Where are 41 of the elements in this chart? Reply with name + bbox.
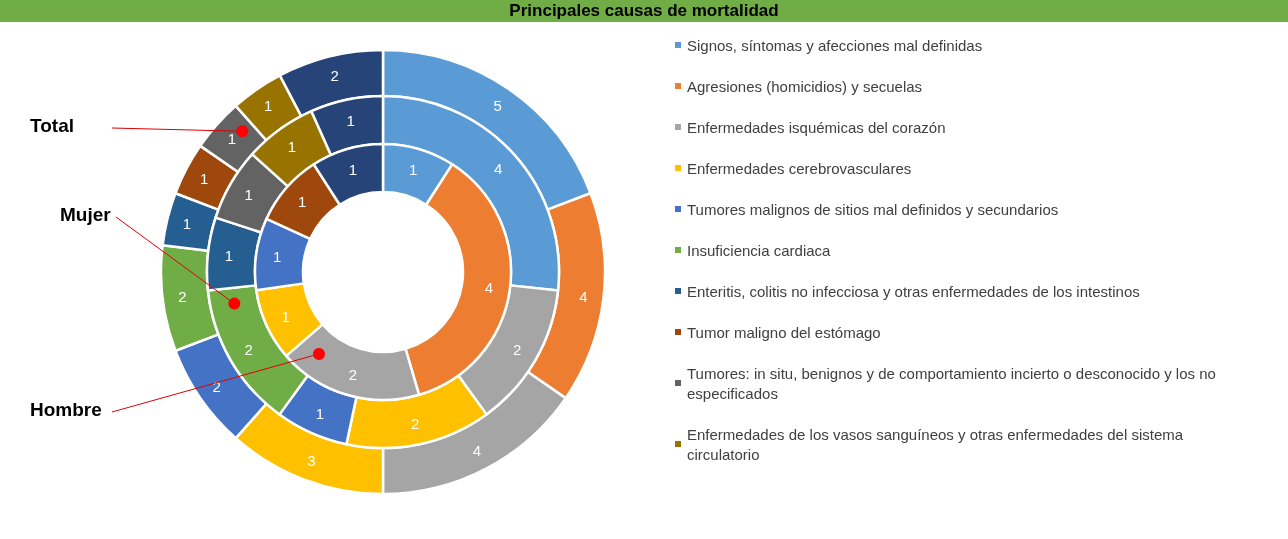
data-label: 1 [224,247,234,265]
data-label: 2 [330,67,339,85]
legend-label: Signos, síntomas y afecciones mal definidas [687,36,983,54]
data-label: 4 [484,278,494,296]
data-label: 4 [472,442,482,460]
data-label: 1 [182,215,192,233]
data-label: 1 [346,111,355,129]
data-label: 5 [493,97,502,115]
data-label: 2 [513,341,522,358]
data-label: 2 [212,378,221,396]
data-label: 1 [281,307,290,325]
legend-label: Enfermedades isquémicas del corazón [687,118,946,136]
legend-label: Enfermedades cerebrovasculares [687,159,912,177]
data-label: 4 [579,287,588,305]
data-label: 4 [494,159,503,177]
chart-title: Principales causas de mortalidad [509,1,779,20]
legend-label: Tumores malignos de sitios mal definidos y secundarios [687,200,1059,218]
data-label: 2 [348,366,358,384]
slice-label: Hombre [30,399,102,420]
data-label: 1 [348,160,358,178]
data-label: 1 [272,248,282,266]
legend-label: Tumores: in situ, benignos y de comportamiento incierto o desconocido y los no especificados [687,364,1221,402]
legend-label: Insuficiencia cardiaca [687,241,832,259]
legend-label: Enteritis, colitis no infecciosa y otras enfermedades de los intestinos [687,282,1140,300]
data-label: 3 [307,452,316,470]
data-label: 1 [227,129,236,147]
slice-label: Mujer [60,204,112,225]
data-label: 2 [244,341,253,358]
legend-label: Agresiones (homicidios) y secuelas [687,77,923,95]
data-label: 1 [287,138,297,156]
data-label: 1 [315,405,325,423]
data-label: 1 [199,169,209,187]
data-label: 2 [178,287,187,305]
data-label: 1 [297,193,307,211]
data-label: 1 [244,186,253,203]
legend-label: Tumor maligno del estómago [687,323,881,341]
legend-label: Enfermedades de los vasos sanguíneos y otras enfermedades del sistema circulatorio [687,425,1188,463]
slice-label: Total [30,115,74,136]
data-label: 2 [411,415,420,433]
data-label: 1 [264,97,273,115]
data-label: 1 [408,160,418,178]
